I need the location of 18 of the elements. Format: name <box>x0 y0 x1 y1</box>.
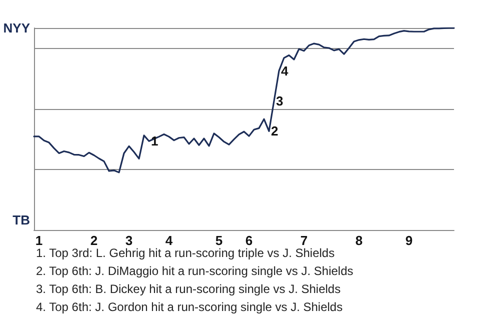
x-tick-label: 6 <box>245 233 253 248</box>
x-tick-label: 7 <box>300 233 308 248</box>
x-tick-label: 9 <box>405 233 413 248</box>
x-tick-label: 1 <box>35 233 43 248</box>
x-tick-label: 3 <box>125 233 133 248</box>
x-tick-label: 5 <box>215 233 223 248</box>
text: 1. Top 3rd: L. Gehrig hit a run-scoring triple vs J. Shields <box>36 246 335 260</box>
annotation: 2 <box>271 124 278 139</box>
x-tick-label: 4 <box>165 233 174 248</box>
text: 3. Top 6th: B. Dickey hit a run-scoring single vs J. Shields <box>36 282 341 296</box>
text: TB <box>12 212 30 228</box>
text: NYY <box>3 20 30 36</box>
x-tick-label: 2 <box>90 233 98 248</box>
text: 4. Top 6th: J. Gordon hit a run-scoring single vs J. Shields <box>36 300 343 314</box>
annotation: 3 <box>276 94 284 109</box>
x-tick-label: 8 <box>355 233 363 248</box>
text: 2. Top 6th: J. DiMaggio hit a run-scoring single vs J. Shields <box>36 264 354 278</box>
annotation: 4 <box>281 63 289 78</box>
